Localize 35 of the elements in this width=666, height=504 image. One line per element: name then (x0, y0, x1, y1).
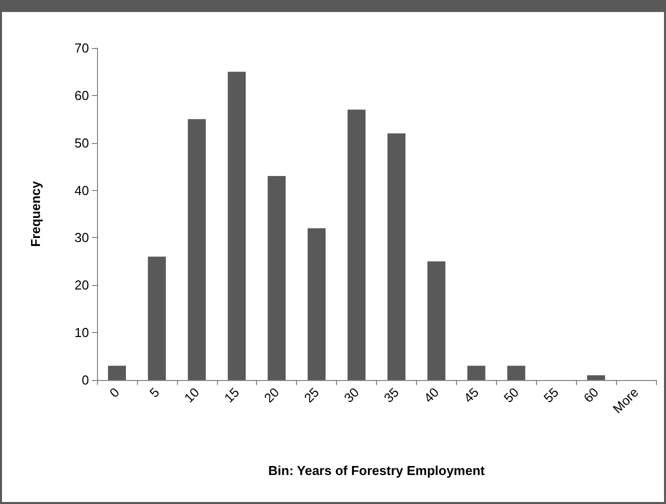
y-tick-label: 40 (74, 182, 89, 198)
bar (348, 110, 366, 380)
y-tick-label: 50 (74, 135, 89, 150)
x-axis-title: Bin: Years of Forestry Employment (268, 463, 486, 478)
y-axis-title: Frequency (28, 180, 43, 247)
x-tick-label: 55 (540, 384, 562, 406)
y-tick-label: 0 (82, 372, 89, 388)
x-tick-label: 25 (301, 384, 322, 406)
x-tick-label: 60 (580, 384, 602, 406)
x-tick-label: 45 (460, 384, 482, 406)
bar (148, 256, 166, 380)
bar (188, 119, 206, 380)
y-tick-label: 30 (74, 230, 89, 246)
bar (228, 72, 246, 380)
bar (387, 133, 406, 380)
y-tick-label: 60 (74, 88, 89, 103)
bar (507, 366, 526, 380)
x-tick-label: 10 (181, 384, 202, 406)
x-tick-label: 30 (341, 384, 362, 406)
bar (268, 176, 286, 380)
x-tick-label: 35 (380, 384, 402, 406)
bar (108, 366, 126, 380)
x-tick-label: 0 (106, 384, 122, 400)
x-tick-label: 50 (500, 384, 522, 406)
x-tick-label: 5 (146, 384, 162, 400)
bar (308, 228, 326, 380)
y-tick-label: 10 (74, 325, 89, 340)
y-tick-label: 70 (74, 40, 89, 56)
y-tick-label: 20 (74, 278, 89, 293)
x-tick-label: 40 (420, 384, 442, 406)
bar (427, 261, 446, 380)
bar (587, 375, 606, 380)
x-tick-label: 15 (221, 384, 242, 406)
x-tick-label: 20 (261, 384, 282, 406)
bar (467, 366, 486, 380)
